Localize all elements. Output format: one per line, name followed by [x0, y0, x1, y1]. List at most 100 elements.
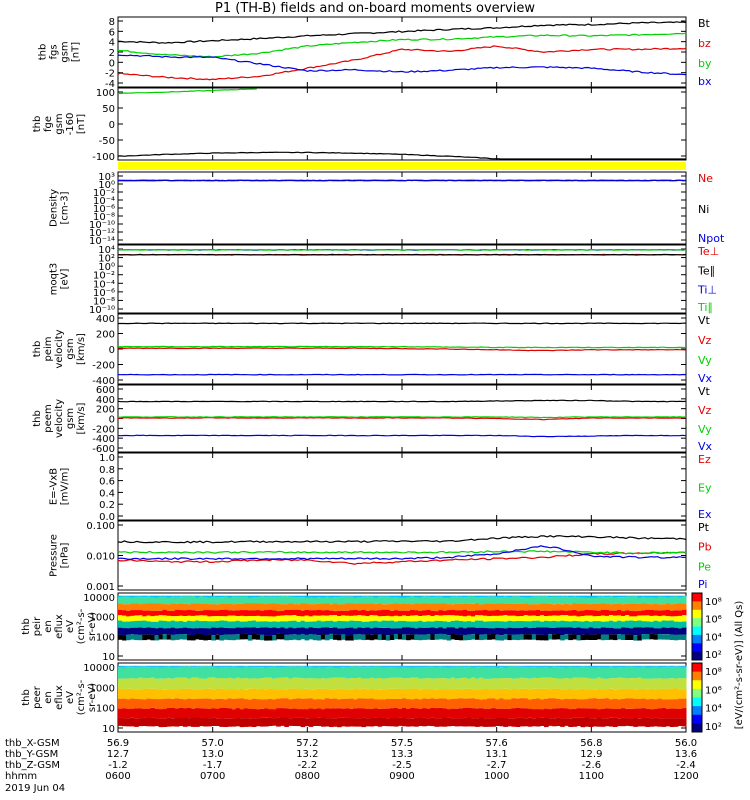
spectrogram-cell [337, 717, 342, 728]
spectrogram-cell [527, 665, 533, 668]
footer-value: 12.7 [107, 749, 129, 760]
spectrogram-cell [576, 604, 582, 612]
spectrogram-cell [568, 665, 573, 667]
spectrogram-cell [503, 603, 508, 611]
spectrogram-cell [560, 699, 565, 709]
spectrogram-cell [491, 596, 496, 604]
spectrogram-cell [523, 627, 529, 635]
spectrogram-cell [276, 628, 281, 634]
spectrogram-cell [645, 621, 650, 628]
spectrogram-cell [649, 667, 655, 679]
spectrogram-cell [580, 628, 586, 635]
spectrogram-cell [422, 665, 427, 668]
spectrogram-cell [349, 620, 354, 628]
spectrogram-cell [247, 597, 253, 604]
spectrogram-cell [239, 603, 245, 611]
y-label-line: (cm²-s- [76, 608, 87, 644]
spectrogram-cell [556, 717, 561, 726]
spectrogram-cell [369, 718, 375, 727]
y-label-line: (cm²-s- [76, 679, 87, 715]
spectrogram-cell [471, 596, 476, 604]
spectrogram-cell [462, 628, 468, 635]
spectrogram-cell [669, 595, 675, 597]
spectrogram-cell [430, 666, 435, 679]
spectrogram-cell [308, 616, 314, 622]
spectrogram-cell [324, 615, 330, 621]
spectrogram-cell [531, 699, 537, 710]
spectrogram-cell [584, 708, 590, 718]
spectrogram-cell [320, 615, 326, 622]
spectrogram-cell [446, 665, 452, 668]
spectrogram-cell [247, 667, 253, 679]
spectrogram-cell [389, 688, 395, 699]
spectrogram-cell [349, 678, 354, 690]
spectrogram-cell [515, 689, 521, 699]
spectrogram-cell [523, 678, 529, 689]
colorbar-ion-tick: 10⁴ [705, 632, 722, 643]
spectrogram-cell [126, 596, 131, 605]
spectrogram-cell [604, 615, 610, 622]
spectrogram-cell [320, 709, 326, 718]
spectrogram-cell [357, 665, 362, 667]
spectrogram-cell [381, 667, 387, 679]
spectrogram-cell [337, 610, 342, 617]
y-tick-label: 10 [102, 652, 115, 663]
spectrogram-cell [393, 595, 399, 598]
spectrogram-cell [483, 595, 488, 597]
spectrogram-cell [166, 621, 172, 629]
spectrogram-cell [608, 699, 614, 709]
spectrogram-cell [604, 689, 610, 699]
spectrogram-cell [406, 689, 411, 700]
spectrogram-cell [564, 621, 569, 628]
spectrogram-cell [657, 667, 663, 679]
spectrogram-cell [134, 603, 139, 611]
spectrogram-cell [406, 709, 411, 719]
spectrogram-cell [235, 627, 241, 635]
spectrogram-cell [430, 707, 435, 718]
spectrogram-cell [304, 595, 310, 598]
spectrogram-cell [353, 595, 358, 598]
spectrogram-cell [434, 699, 440, 709]
spectrogram-cell [414, 615, 419, 622]
spectrogram-cell [353, 597, 358, 604]
spectrogram-cell [422, 667, 427, 679]
spectrogram-cell [320, 634, 326, 640]
spectrogram-cell [641, 718, 646, 727]
spectrogram-cell [641, 665, 646, 667]
spectrogram-cell [576, 595, 582, 598]
spectrogram-cell [414, 610, 419, 616]
footer-row-label: hhmm [5, 771, 37, 782]
spectrogram-cell [264, 689, 269, 700]
spectrogram-cell [531, 596, 537, 604]
spectrogram-cell [247, 635, 253, 641]
spectrogram-cell [126, 610, 131, 617]
spectrogram-cell [296, 709, 302, 718]
spectrogram-cell [264, 667, 269, 678]
spectrogram-cell [158, 709, 164, 719]
y-tick-label: 10000 [83, 663, 115, 674]
footer-value: 13.3 [391, 749, 413, 760]
spectrogram-cell [665, 678, 671, 690]
spectrogram-cell [633, 596, 638, 604]
spectrogram-cell [397, 610, 403, 617]
spectrogram-cell [247, 708, 253, 719]
spectrogram-cell [665, 699, 671, 709]
spectrogram-cell [527, 628, 533, 635]
spectrogram-cell [535, 665, 541, 667]
y-tick-label: 1.0 [99, 453, 115, 464]
spectrogram-cell [377, 666, 383, 679]
colorbar-ion-tick: 10⁸ [705, 597, 722, 608]
spectrogram-cell [134, 610, 139, 616]
spectrogram-cell [458, 627, 464, 635]
spectrogram-cell [588, 698, 594, 709]
spectrogram-cell [353, 615, 358, 621]
spectrogram-cell [341, 689, 346, 699]
spectrogram-cell [592, 621, 598, 629]
spectrogram-cell [385, 620, 391, 628]
spectrogram-cell [118, 615, 123, 621]
series-Te∥ [117, 253, 687, 256]
spectrogram-cell [365, 709, 371, 719]
spectrogram-cell [122, 635, 127, 641]
colorbar-electron-tick: 10⁸ [705, 667, 722, 678]
spectrogram-cell [669, 708, 675, 718]
